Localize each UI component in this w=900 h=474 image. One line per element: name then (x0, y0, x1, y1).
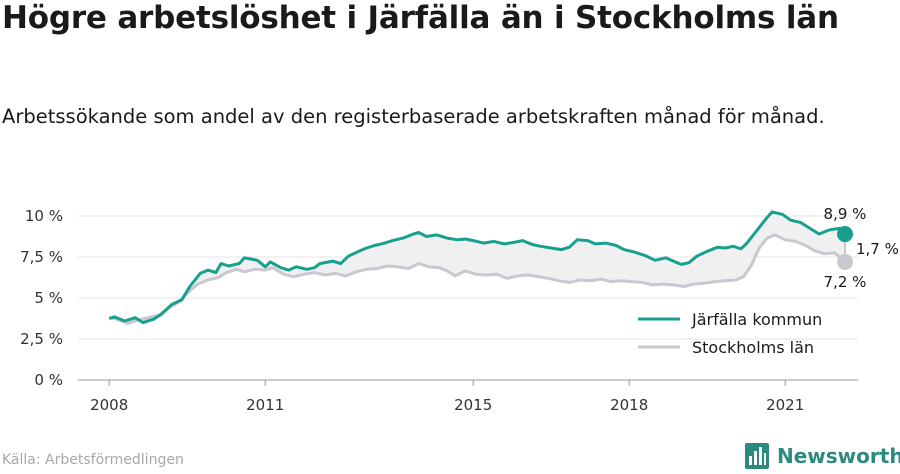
y-tick-label: 2,5 % (20, 330, 63, 348)
annotation-stockholm-value: 7,2 % (824, 273, 867, 291)
logo-text: Newsworthy (777, 444, 900, 468)
newsworthy-logo-icon (745, 443, 769, 469)
y-tick-label: 7,5 % (20, 248, 63, 266)
end-marker-jarfalla (837, 226, 853, 243)
end-annotations: 8,9 % 7,2 % 1,7 % (824, 205, 899, 291)
annotation-gap-value: 1,7 % (856, 240, 899, 258)
y-tick-label: 10 % (25, 207, 63, 225)
series-lines (108, 210, 847, 325)
x-tick-label: 2018 (610, 396, 648, 414)
chart-subtitle: Arbetssökande som andel av den registerb… (2, 105, 825, 128)
series-line-stockholm (108, 233, 846, 325)
annotation-jarfalla-value: 8,9 % (824, 205, 867, 223)
y-tick-label: 5 % (34, 289, 63, 307)
x-axis-ticks: 2008 2011 2015 2018 2021 (90, 380, 804, 414)
source-note: Källa: Arbetsförmedlingen (2, 452, 184, 468)
legend-item-jarfalla-label: Järfälla kommun (691, 310, 822, 329)
legend-item-stockholm-label: Stockholms län (692, 338, 814, 357)
difference-band (109, 211, 845, 324)
y-tick-label: 0 % (34, 371, 63, 389)
line-chart: 0 % 2,5 % 5 % 7,5 % 10 % 2008 2011 2015 2018 202… (20, 205, 899, 414)
x-tick-label: 2011 (246, 396, 284, 414)
x-tick-label: 2015 (454, 396, 492, 414)
y-axis-ticks: 0 % 2,5 % 5 % 7,5 % 10 % (20, 207, 63, 389)
x-tick-label: 2008 (90, 396, 128, 414)
page-title: Högre arbetslöshet i Järfälla än i Stock… (2, 0, 839, 36)
legend: Järfälla kommun Stockholms län (638, 310, 822, 357)
end-marker-stockholm (837, 253, 853, 270)
x-tick-label: 2021 (766, 396, 804, 414)
series-line-jarfalla (108, 210, 847, 325)
newsworthy-logo: Newsworthy (745, 441, 900, 471)
